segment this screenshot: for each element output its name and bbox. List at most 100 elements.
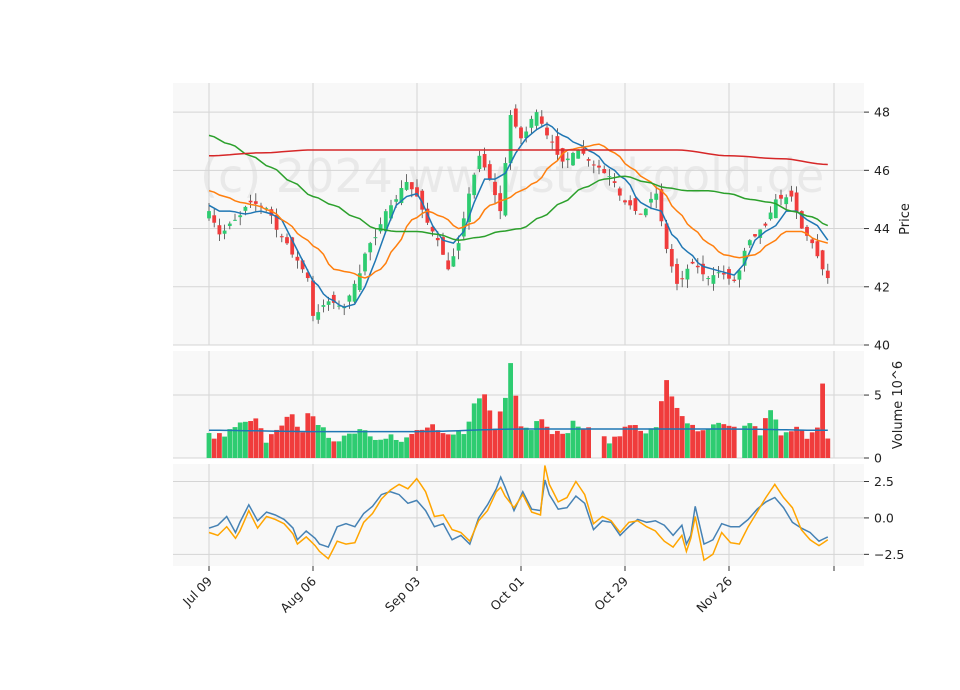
candle-body: [716, 272, 721, 274]
candle-body: [347, 295, 352, 302]
volume-bar: [789, 431, 794, 458]
candle-body: [331, 294, 336, 303]
candle-body: [513, 108, 518, 127]
candle-body: [779, 194, 783, 199]
volume-bar: [440, 433, 446, 458]
volume-bar: [555, 430, 560, 458]
candle-body: [394, 199, 399, 202]
candle-body: [815, 241, 820, 257]
moving-average-line: [208, 134, 829, 241]
candle-body: [269, 209, 274, 216]
y-tick-label: 44: [874, 221, 890, 236]
volume-bar: [523, 427, 529, 458]
volume-bar: [248, 421, 253, 458]
candle-body: [758, 229, 763, 238]
volume-bar: [565, 433, 571, 458]
volume-bar: [581, 428, 586, 458]
candle-body: [238, 215, 243, 218]
candle-body: [555, 136, 560, 155]
candle-body: [586, 159, 591, 161]
candle-body: [628, 200, 633, 206]
oscillator-line: [208, 465, 829, 562]
volume-bar: [539, 419, 545, 458]
y-tick-label: 46: [874, 163, 890, 178]
volume-bar: [534, 421, 539, 458]
volume-bar: [388, 434, 394, 458]
volume-bar: [206, 433, 212, 458]
candle-body: [799, 211, 804, 229]
indicator-lines: [208, 122, 829, 562]
volume-bar: [237, 422, 243, 458]
volume-bar: [648, 428, 654, 458]
volume-bar: [347, 433, 352, 458]
y-tick-label: 2.5: [874, 474, 894, 489]
candle-body: [591, 164, 596, 166]
volume-bar: [575, 426, 581, 458]
volume-bar: [289, 414, 295, 458]
price-axis-label: Price: [898, 203, 913, 235]
volume-bar: [336, 441, 342, 458]
volume-bar: [367, 436, 373, 458]
x-tick-label: Aug 06: [277, 573, 319, 615]
volume-bar: [357, 429, 363, 458]
candle-body: [420, 190, 425, 210]
candle-body: [638, 213, 643, 215]
candle-body: [217, 225, 222, 235]
volume-bar: [742, 425, 747, 458]
candle-body: [659, 189, 664, 222]
candle-body: [519, 127, 523, 139]
volume-bar: [373, 439, 378, 458]
volume-bar: [617, 436, 623, 458]
volume-bar: [461, 434, 467, 458]
volume-bar: [487, 410, 493, 458]
volume-bar: [492, 428, 498, 458]
candle-body: [212, 215, 217, 223]
candle-body: [430, 226, 435, 232]
candle-body: [383, 211, 388, 232]
candle-body: [732, 279, 737, 281]
volume-bar: [622, 426, 628, 458]
candle-body: [701, 263, 705, 275]
candle-body: [399, 188, 404, 204]
candle-body: [654, 193, 659, 200]
volume-bar: [466, 421, 472, 458]
candle-body: [690, 261, 695, 264]
volume-bar: [253, 418, 259, 458]
volume-bar: [705, 429, 711, 458]
candle-body: [253, 201, 258, 204]
x-tick-label: Nov 26: [693, 573, 735, 615]
volume-bar: [763, 418, 768, 458]
candle-body: [695, 265, 700, 268]
volume-bar: [269, 434, 274, 458]
y-tick-label: 42: [874, 279, 890, 294]
volume-bar: [211, 438, 217, 458]
volume-bar: [409, 434, 415, 458]
volume-bar: [664, 380, 669, 458]
volume-bar: [695, 431, 701, 458]
volume-bar: [612, 436, 617, 458]
candle-body: [451, 256, 456, 267]
volume-bar: [601, 436, 607, 458]
volume-bar: [258, 428, 264, 458]
candle-body: [352, 283, 357, 302]
volume-bar: [529, 430, 534, 458]
volume-bar: [419, 429, 425, 458]
volume-bar: [731, 426, 737, 458]
x-tick-label: Sep 03: [382, 574, 423, 615]
volume-bar: [804, 438, 810, 458]
volume-bar: [820, 383, 825, 458]
volume-bar: [674, 407, 680, 458]
volume-bar: [757, 435, 763, 458]
candle-body: [571, 152, 575, 166]
volume-bar: [783, 432, 789, 458]
volume-bar: [586, 427, 591, 458]
volume-bar: [456, 431, 461, 458]
volume-bar: [482, 394, 487, 458]
volume-bar: [217, 433, 222, 458]
candle-body: [311, 280, 315, 316]
volume-bar: [243, 421, 248, 458]
candle-body: [524, 131, 529, 138]
candle-body: [243, 206, 248, 211]
volume-bar: [518, 426, 524, 458]
volume-bar: [378, 439, 383, 458]
